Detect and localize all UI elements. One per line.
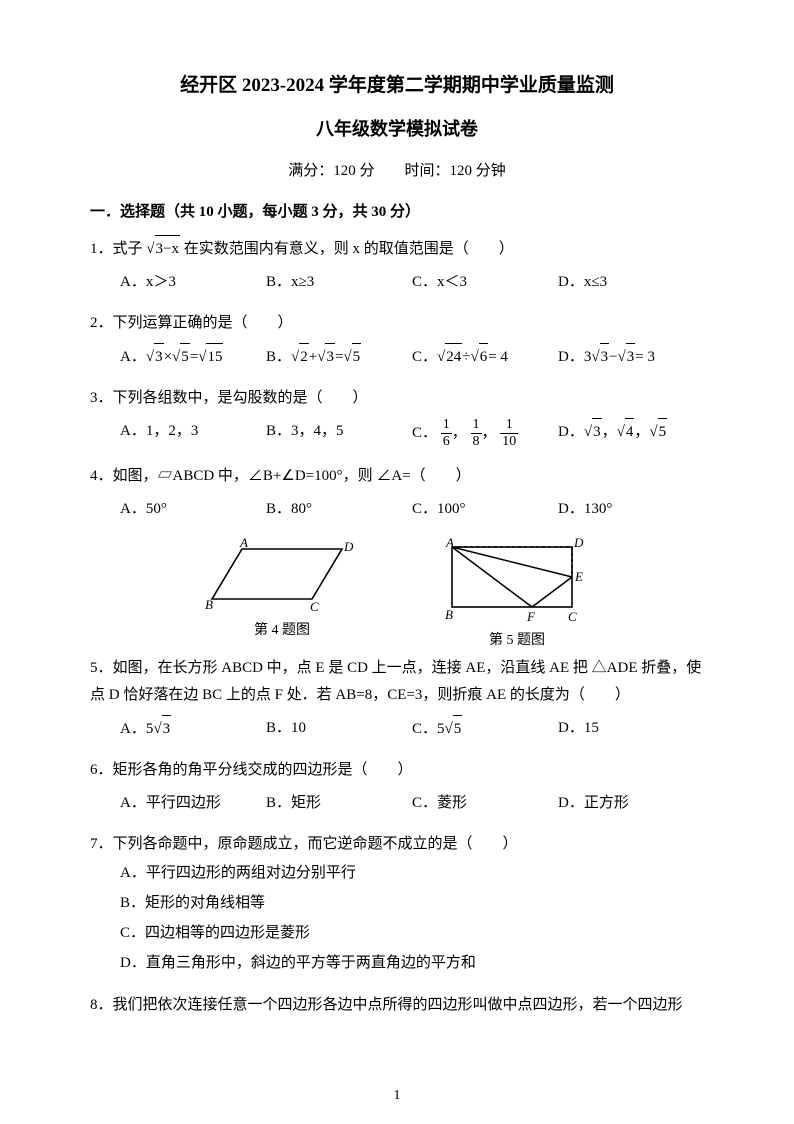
svg-text:F: F [526, 609, 536, 624]
q4-opt-c: C．100° [412, 496, 558, 523]
figure-q4-caption: 第 4 题图 [202, 619, 362, 639]
q1-options: A．x＞3 B．x≥3 C．x＜3 D．x≤3 [120, 269, 704, 296]
q4-opt-a: A．50° [120, 496, 266, 523]
figure-q5-caption: 第 5 题图 [442, 629, 592, 649]
q5-options: A．53 B．10 C．55 D．15 [120, 715, 704, 743]
q7-opt-b: B．矩形的对角线相等 [120, 888, 704, 918]
q3-opt-a: A．1，2，3 [120, 418, 266, 449]
q6-opt-a: A．平行四边形 [120, 790, 266, 817]
page-title-2: 八年级数学模拟试卷 [90, 115, 704, 141]
q5-opt-b: B．10 [266, 715, 412, 743]
question-3: 3．下列各组数中，是勾股数的是（ ） A．1，2，3 B．3，4，5 C． 16… [90, 385, 704, 449]
q4-opt-b: B．80° [266, 496, 412, 523]
q4-options: A．50° B．80° C．100° D．130° [120, 496, 704, 523]
q5-opt-c: C．55 [412, 715, 558, 743]
svg-text:C: C [310, 599, 319, 614]
svg-text:A: A [239, 537, 248, 550]
q6-opt-b: B．矩形 [266, 790, 412, 817]
page-title-3: 满分：120 分 时间：120 分钟 [90, 159, 704, 180]
q5-opt-d: D．15 [558, 715, 704, 743]
svg-text:E: E [574, 569, 583, 584]
q6-opt-d: D．正方形 [558, 790, 704, 817]
q1-stem-b: 在实数范围内有意义，则 x 的取值范围是（ ） [184, 241, 514, 257]
section-heading: 一．选择题（共 10 小题，每小题 3 分，共 30 分） [90, 200, 704, 221]
question-6: 6．矩形各角的角平分线交成的四边形是（ ） A．平行四边形 B．矩形 C．菱形 … [90, 757, 704, 817]
svg-text:A: A [445, 537, 454, 550]
svg-text:B: B [445, 607, 453, 622]
q7-stem: 7．下列各命题中，原命题成立，而它逆命题不成立的是（ ） [90, 831, 704, 858]
q3-opt-d: D．3，4，5 [558, 418, 704, 449]
q7-opt-c: C．四边相等的四边形是菱形 [120, 918, 704, 948]
question-7: 7．下列各命题中，原命题成立，而它逆命题不成立的是（ ） A．平行四边形的两组对… [90, 831, 704, 978]
figure-q4: A D B C 第 4 题图 [202, 537, 362, 649]
figure-q5: A D E B F C 第 5 题图 [442, 537, 592, 649]
q8-stem: 8．我们把依次连接任意一个四边形各边中点所得的四边形叫做中点四边形，若一个四边形 [90, 992, 704, 1019]
question-1: 1．式子 3−x 在实数范围内有意义，则 x 的取值范围是（ ） A．x＞3 B… [90, 235, 704, 296]
q6-options: A．平行四边形 B．矩形 C．菱形 D．正方形 [120, 790, 704, 817]
q1-opt-c: C．x＜3 [412, 269, 558, 296]
svg-text:D: D [573, 537, 584, 550]
q1-stem-a: 1．式子 [90, 241, 143, 257]
q1-sqrt: 3−x [146, 235, 180, 263]
figures-row: A D B C 第 4 题图 A D E B F C 第 5 [90, 537, 704, 649]
question-2: 2．下列运算正确的是（ ） A．3×5=15 B．2+3=5 C．24÷6= 4… [90, 310, 704, 371]
q3-opt-b: B．3，4，5 [266, 418, 412, 449]
svg-text:D: D [343, 539, 354, 554]
q5-stem2: 点 D 恰好落在边 BC 上的点 F 处．若 AB=8，CE=3，则折痕 AE … [90, 682, 704, 709]
question-4: 4．如图，▱ABCD 中，∠B+∠D=100°，则 ∠A=（ ） A．50° B… [90, 463, 704, 523]
q1-opt-d: D．x≤3 [558, 269, 704, 296]
q5-opt-a: A．53 [120, 715, 266, 743]
exam-page: 经开区 2023-2024 学年度第二学期期中学业质量监测 八年级数学模拟试卷 … [0, 0, 794, 1124]
q2-opt-d: D．33−3= 3 [558, 343, 704, 371]
q4-opt-d: D．130° [558, 496, 704, 523]
q6-opt-c: C．菱形 [412, 790, 558, 817]
q3-options: A．1，2，3 B．3，4，5 C． 16， 18， 110 D．3，4，5 [120, 418, 704, 449]
question-5: 5．如图，在长方形 ABCD 中，点 E 是 CD 上一点，连接 AE，沿直线 … [90, 655, 704, 743]
rectangle-fold-icon: A D E B F C [442, 537, 592, 627]
page-number: 1 [0, 1088, 794, 1104]
svg-text:C: C [568, 609, 577, 624]
q2-options: A．3×5=15 B．2+3=5 C．24÷6= 4 D．33−3= 3 [120, 343, 704, 371]
q3-opt-c: C． 16， 18， 110 [412, 418, 558, 449]
page-title-1: 经开区 2023-2024 学年度第二学期期中学业质量监测 [90, 70, 704, 97]
parallelogram-icon: A D B C [202, 537, 362, 617]
q2-opt-a: A．3×5=15 [120, 343, 266, 371]
q7-opt-d: D．直角三角形中，斜边的平方等于两直角边的平方和 [120, 948, 704, 978]
q6-stem: 6．矩形各角的角平分线交成的四边形是（ ） [90, 757, 704, 784]
q2-opt-c: C．24÷6= 4 [412, 343, 558, 371]
q5-stem1: 5．如图，在长方形 ABCD 中，点 E 是 CD 上一点，连接 AE，沿直线 … [90, 655, 704, 682]
q7-options: A．平行四边形的两组对边分别平行 B．矩形的对角线相等 C．四边相等的四边形是菱… [120, 858, 704, 978]
svg-text:B: B [205, 597, 213, 612]
question-8: 8．我们把依次连接任意一个四边形各边中点所得的四边形叫做中点四边形，若一个四边形 [90, 992, 704, 1019]
q1-opt-b: B．x≥3 [266, 269, 412, 296]
q7-opt-a: A．平行四边形的两组对边分别平行 [120, 858, 704, 888]
q3-stem: 3．下列各组数中，是勾股数的是（ ） [90, 385, 704, 412]
q1-opt-a: A．x＞3 [120, 269, 266, 296]
q2-opt-b: B．2+3=5 [266, 343, 412, 371]
q2-stem: 2．下列运算正确的是（ ） [90, 310, 704, 337]
q4-stem: 4．如图，▱ABCD 中，∠B+∠D=100°，则 ∠A=（ ） [90, 463, 704, 490]
